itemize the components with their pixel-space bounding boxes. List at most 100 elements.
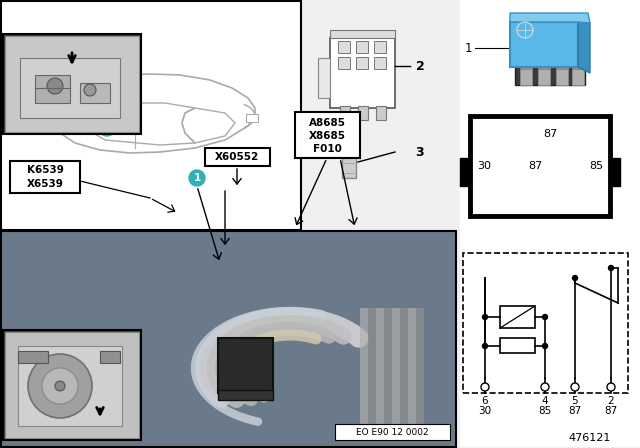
Bar — [521, 61, 531, 69]
Bar — [416, 308, 424, 428]
Bar — [358, 106, 368, 120]
Text: X60552: X60552 — [215, 152, 259, 162]
Circle shape — [28, 354, 92, 418]
Bar — [376, 308, 384, 428]
Circle shape — [47, 78, 63, 94]
Bar — [342, 148, 356, 178]
Bar — [400, 308, 408, 428]
Bar — [520, 65, 532, 85]
Text: 3: 3 — [416, 146, 424, 159]
Bar — [610, 158, 620, 186]
Circle shape — [189, 170, 205, 186]
Bar — [318, 58, 330, 98]
Bar — [218, 338, 273, 393]
Bar — [80, 83, 110, 103]
Bar — [205, 148, 270, 166]
Bar — [1, 231, 456, 447]
Circle shape — [483, 344, 488, 349]
Text: 1: 1 — [464, 42, 472, 55]
Bar — [573, 61, 583, 69]
Text: 30: 30 — [479, 406, 492, 416]
Bar — [3, 330, 141, 440]
Bar — [246, 114, 258, 122]
Text: 87: 87 — [528, 161, 542, 171]
Text: 2: 2 — [415, 60, 424, 73]
Bar — [218, 390, 273, 400]
Bar — [18, 346, 122, 426]
Bar — [5, 332, 139, 438]
Polygon shape — [53, 74, 255, 153]
Bar — [20, 58, 120, 118]
Bar — [538, 65, 550, 85]
Bar — [374, 41, 386, 53]
Circle shape — [573, 276, 577, 280]
Text: 5: 5 — [572, 396, 579, 406]
Bar — [460, 100, 640, 230]
Bar — [557, 61, 567, 69]
Text: 85: 85 — [589, 161, 603, 171]
Bar — [572, 65, 584, 85]
Bar — [539, 61, 549, 69]
Bar — [100, 351, 120, 363]
Circle shape — [609, 266, 614, 271]
Text: 87: 87 — [568, 406, 582, 416]
Circle shape — [99, 120, 115, 136]
Text: EO E90 12 0002: EO E90 12 0002 — [356, 427, 428, 436]
Bar — [338, 41, 350, 53]
Circle shape — [541, 383, 549, 391]
Text: 2: 2 — [608, 396, 614, 406]
Circle shape — [483, 314, 488, 319]
Bar — [3, 34, 141, 134]
Bar — [463, 253, 628, 393]
Text: A8685: A8685 — [308, 118, 346, 128]
Bar — [1, 1, 301, 230]
Bar — [330, 30, 395, 38]
Text: 85: 85 — [538, 406, 552, 416]
Circle shape — [481, 383, 489, 391]
Text: 87: 87 — [604, 406, 618, 416]
Bar — [356, 41, 368, 53]
Bar — [374, 57, 386, 69]
Bar — [556, 65, 568, 85]
Text: X8685: X8685 — [308, 131, 346, 141]
Text: F010: F010 — [312, 144, 341, 154]
Bar — [500, 338, 535, 353]
Bar — [460, 230, 640, 447]
Bar — [345, 128, 353, 148]
Text: 1: 1 — [193, 173, 200, 183]
Bar — [460, 0, 640, 100]
Text: 6: 6 — [482, 396, 488, 406]
Bar — [295, 112, 360, 158]
Bar — [335, 424, 450, 440]
Bar — [376, 106, 386, 120]
Polygon shape — [578, 22, 590, 73]
Bar — [340, 106, 350, 120]
Bar — [318, 58, 330, 98]
Circle shape — [607, 383, 615, 391]
Text: 476121: 476121 — [569, 433, 611, 443]
Text: 30: 30 — [477, 161, 491, 171]
Circle shape — [55, 381, 65, 391]
Text: K6539: K6539 — [27, 165, 63, 175]
Bar — [460, 158, 470, 186]
Bar — [5, 36, 139, 132]
Text: 4: 4 — [541, 396, 548, 406]
Bar — [408, 308, 416, 428]
Text: X6539: X6539 — [27, 179, 63, 189]
Bar — [330, 38, 395, 108]
Circle shape — [543, 314, 547, 319]
Circle shape — [543, 344, 547, 349]
Bar — [18, 351, 48, 363]
Circle shape — [84, 84, 96, 96]
Bar — [470, 116, 610, 216]
Bar — [515, 67, 585, 85]
Bar — [368, 308, 376, 428]
Bar — [10, 161, 80, 193]
Circle shape — [42, 368, 78, 404]
Circle shape — [571, 383, 579, 391]
Bar — [500, 306, 535, 328]
Bar — [360, 308, 368, 428]
Text: 1: 1 — [104, 123, 111, 133]
Bar — [510, 22, 578, 67]
Polygon shape — [510, 13, 590, 23]
